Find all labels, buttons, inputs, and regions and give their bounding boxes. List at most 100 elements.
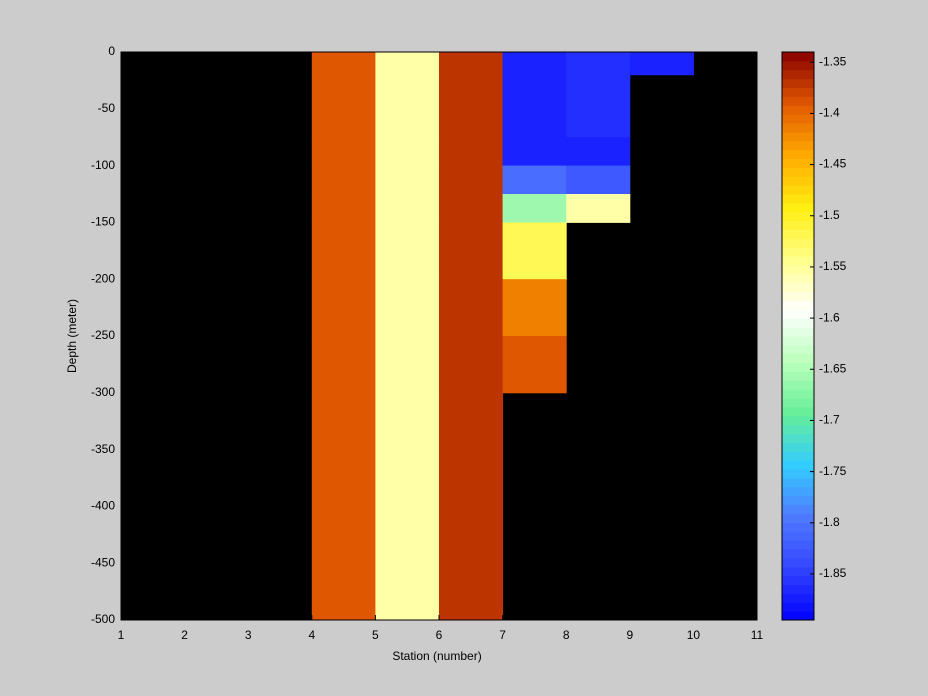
- colorbar-band: [782, 114, 814, 124]
- x-tick-label: 9: [626, 628, 633, 642]
- heat-cell: [566, 74, 631, 138]
- heat-cell: [375, 165, 440, 195]
- colorbar-band: [782, 238, 814, 248]
- colorbar-band: [782, 282, 814, 293]
- colorbar-band: [782, 415, 814, 426]
- heat-cell: [439, 165, 504, 195]
- colorbar-band: [782, 318, 814, 328]
- colorbar-band: [782, 87, 814, 97]
- colorbar-band: [782, 522, 814, 532]
- heat-cell: [439, 336, 504, 394]
- heat-cell: [502, 137, 567, 167]
- x-tick-label: 10: [687, 628, 701, 642]
- colorbar-tick-label: -1.75: [819, 464, 847, 478]
- heat-cell: [566, 137, 631, 167]
- x-tick-label: 4: [308, 628, 315, 642]
- colorbar-band: [782, 202, 814, 213]
- colorbar-band: [782, 220, 814, 230]
- colorbar-band: [782, 176, 814, 186]
- colorbar-band: [782, 60, 814, 71]
- heat-cell: [439, 279, 504, 337]
- colorbar-band: [782, 273, 814, 284]
- heat-cell: [566, 52, 631, 76]
- colorbar-band: [782, 123, 814, 133]
- heat-cell: [502, 165, 567, 195]
- x-tick-label: 1: [118, 628, 125, 642]
- heat-cell: [311, 279, 376, 337]
- y-axis-label: Depth (meter): [65, 299, 79, 373]
- heat-cell: [375, 392, 440, 621]
- colorbar-tick-label: -1.55: [819, 259, 847, 273]
- heat-cell: [311, 52, 376, 76]
- colorbar-band: [782, 353, 814, 364]
- heat-cell: [439, 222, 504, 280]
- colorbar-band: [782, 344, 814, 355]
- x-axis-label: Station (number): [392, 649, 481, 663]
- y-tick-label: -300: [91, 385, 115, 399]
- heat-cell: [502, 74, 567, 138]
- colorbar-band: [782, 424, 814, 435]
- colorbar-band: [782, 96, 814, 106]
- heat-cell: [439, 52, 504, 76]
- x-tick-label: 11: [751, 628, 764, 642]
- heat-cell: [311, 222, 376, 280]
- colorbar-band: [782, 557, 814, 568]
- colorbar-band: [782, 336, 814, 346]
- y-tick-label: 0: [108, 44, 115, 58]
- y-tick-label: -400: [91, 499, 115, 513]
- heat-cell: [629, 52, 694, 76]
- colorbar-band: [782, 247, 814, 257]
- colorbar-band: [782, 531, 814, 541]
- colorbar-band: [782, 291, 814, 301]
- colorbar-band: [782, 131, 814, 142]
- colorbar-tick-label: -1.7: [819, 413, 840, 427]
- colorbar-band: [782, 158, 814, 168]
- y-tick-label: -500: [91, 612, 115, 626]
- heat-cell: [375, 137, 440, 167]
- heat-cell: [502, 194, 567, 223]
- y-tick-label: -150: [91, 215, 115, 229]
- colorbar-band: [782, 69, 814, 80]
- colorbar-band: [782, 256, 814, 266]
- y-tick-label: -350: [91, 442, 115, 456]
- heat-cell: [311, 74, 376, 138]
- colorbar-band: [782, 78, 814, 88]
- colorbar-band: [782, 584, 814, 594]
- plot-frame: [120, 51, 758, 621]
- colorbar-tick-label: -1.45: [819, 157, 847, 171]
- heat-cell: [439, 194, 504, 223]
- colorbar-band: [782, 513, 814, 523]
- heat-cell: [375, 52, 440, 76]
- x-tick-label: 2: [181, 628, 188, 642]
- colorbar-band: [782, 575, 814, 585]
- colorbar-band: [782, 371, 814, 381]
- colorbar-tick-label: -1.5: [819, 208, 840, 222]
- colorbar-band: [782, 265, 814, 275]
- colorbar-band: [782, 185, 814, 195]
- heat-cell: [375, 279, 440, 337]
- colorbar-band: [782, 593, 814, 603]
- y-tick-label: -100: [91, 158, 115, 172]
- colorbar-tick-label: -1.6: [819, 310, 840, 324]
- colorbar-band: [782, 469, 814, 479]
- colorbar-band: [782, 229, 814, 239]
- heat-cell: [566, 194, 631, 223]
- colorbar-band: [782, 105, 814, 115]
- colorbar-band: [782, 309, 814, 319]
- colorbar-band: [782, 486, 814, 497]
- heat-cell: [566, 165, 631, 195]
- heat-cell: [375, 74, 440, 138]
- heat-cell: [375, 194, 440, 223]
- y-tick-label: -50: [98, 101, 116, 115]
- colorbar-band: [782, 211, 814, 222]
- heat-cell: [311, 336, 376, 394]
- heat-cell: [502, 279, 567, 337]
- colorbar-band: [782, 327, 814, 337]
- heat-cell: [502, 52, 567, 76]
- colorbar-tick-label: -1.65: [819, 361, 847, 375]
- colorbar-band: [782, 300, 814, 310]
- colorbar-band: [782, 362, 814, 372]
- x-tick-label: 7: [499, 628, 506, 642]
- colorbar-tick-label: -1.85: [819, 566, 847, 580]
